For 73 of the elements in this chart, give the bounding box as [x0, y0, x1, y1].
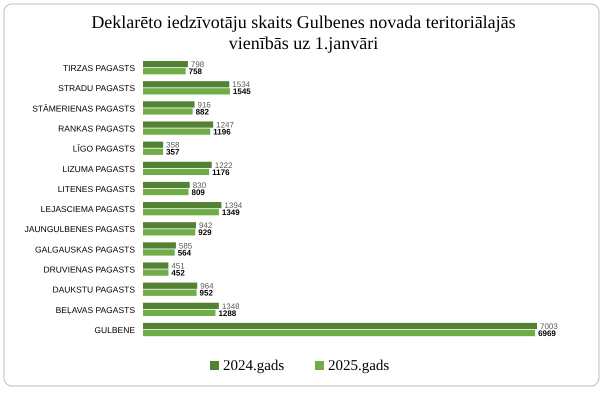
data-label: 830: [192, 180, 207, 190]
y-tick-label: RANKAS PAGASTS: [58, 124, 136, 134]
bar: [143, 88, 230, 94]
bar: [143, 162, 212, 168]
bar: [143, 168, 210, 176]
y-tick-label: STĀMERIENAS PAGASTS: [32, 103, 136, 114]
y-tick-label: JAUNGULBENES PAGASTS: [24, 224, 136, 234]
bar: [143, 229, 196, 236]
data-label: 6969: [538, 328, 556, 338]
bar: [143, 68, 186, 74]
data-label: 585: [178, 241, 193, 250]
y-tick-label: LIZUMA PAGASTS: [62, 164, 136, 174]
data-label: 1288: [218, 308, 237, 318]
data-label: 798: [190, 60, 205, 70]
y-tick-label: DRUVIENAS PAGASTS: [44, 264, 136, 274]
bar: [143, 182, 190, 188]
data-label: 564: [178, 248, 192, 258]
bar: [143, 242, 176, 249]
data-label: 1534: [232, 80, 251, 90]
data-label: 358: [166, 140, 180, 150]
bar: [143, 209, 219, 216]
y-tick-label: GALGAUSKAS PAGASTS: [35, 244, 136, 254]
bar: [143, 222, 196, 228]
y-tick-label: GULBENE: [94, 324, 136, 335]
legend-label: 2025.gads: [328, 358, 390, 374]
data-label: 1545: [232, 87, 252, 96]
y-tick-label: LEJASCIEMA PAGASTS: [40, 204, 136, 214]
data-label: 452: [171, 268, 186, 278]
bar: [143, 188, 189, 196]
legend-label: 2024.gads: [223, 358, 284, 374]
y-tick-label: DAUKSTU PAGASTS: [52, 284, 136, 295]
bar: [143, 202, 222, 208]
y-tick-label: LITENES PAGASTS: [58, 184, 136, 194]
bar: [143, 322, 537, 330]
bar: [143, 302, 219, 309]
data-label: 1349: [222, 208, 240, 218]
bar: [143, 249, 175, 256]
bar: [143, 262, 168, 269]
data-label: 964: [200, 282, 214, 291]
bar: [143, 128, 210, 135]
bar: [143, 290, 197, 296]
data-label: 916: [198, 100, 212, 110]
data-label: 1348: [222, 302, 240, 311]
bar: [143, 101, 195, 108]
data-label: 758: [188, 67, 203, 76]
data-label: 1222: [214, 160, 234, 170]
data-label: 882: [196, 107, 210, 116]
data-label: 7003: [540, 322, 558, 331]
data-label: 952: [200, 288, 214, 298]
y-tick-label: BEĻAVAS PAGASTS: [56, 304, 136, 315]
data-label: 1247: [216, 120, 235, 130]
data-label: 1394: [224, 201, 243, 210]
bar: [143, 81, 230, 88]
bar: [143, 108, 193, 115]
data-label: 357: [166, 148, 180, 157]
y-tick-label: TIRZAS PAGASTS: [62, 63, 136, 74]
bar: [143, 330, 536, 336]
data-label: 942: [199, 221, 213, 230]
bar: [143, 310, 216, 316]
bar: [143, 270, 168, 276]
data-label: 1176: [212, 168, 230, 177]
data-label: 451: [171, 261, 186, 270]
bar: [143, 142, 164, 148]
bar: [143, 121, 214, 128]
y-tick-label: STRADU PAGASTS: [58, 83, 136, 94]
data-label: 1196: [213, 128, 232, 137]
bar: [143, 282, 198, 289]
data-label: 929: [198, 228, 212, 238]
chart-title: Deklarēto iedzīvotāju skaits Gulbenes novada teritoriālajās vienībās uz 1.janvāri: [91, 12, 516, 53]
y-tick-label: LĪGO PAGASTS: [72, 144, 136, 154]
bar: [143, 61, 188, 68]
bar: [143, 148, 164, 155]
data-label: 809: [192, 188, 206, 197]
